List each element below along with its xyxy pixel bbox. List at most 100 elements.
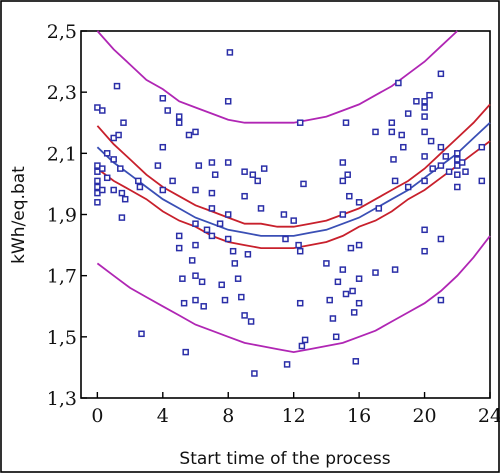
data-point (159, 143, 167, 151)
data-point (332, 333, 340, 341)
data-point (454, 183, 461, 191)
data-point (355, 275, 363, 282)
data-point (437, 235, 445, 243)
x-axis-label: Start time of the process (179, 449, 390, 469)
data-point (224, 235, 232, 243)
data-point (136, 183, 144, 191)
data-point (234, 275, 242, 282)
data-point (400, 143, 407, 151)
data-point (94, 199, 101, 206)
data-point (478, 143, 486, 151)
data-point (192, 220, 199, 227)
data-point (329, 315, 337, 322)
data-point (192, 128, 199, 136)
data-point (117, 165, 124, 172)
data-point (208, 205, 216, 212)
data-point (355, 241, 363, 249)
y-tick-label: 2,1 (47, 143, 77, 165)
data-point (260, 165, 268, 172)
x-tick-label: 8 (222, 405, 234, 427)
data-point (458, 159, 466, 166)
data-point (182, 348, 189, 356)
data-point (442, 153, 450, 160)
data-point (221, 296, 229, 304)
data-point (203, 226, 211, 234)
data-point (238, 293, 245, 301)
data-point (404, 183, 412, 191)
data-point (372, 269, 379, 276)
data-point (180, 299, 188, 307)
data-point (295, 241, 302, 249)
y-axis: 1,3 1,5 1,7 1,9 2,1 2,3 2,5 (47, 21, 87, 410)
data-point (200, 303, 207, 310)
data-point (231, 260, 239, 267)
data-point (169, 177, 176, 185)
data-point (391, 177, 399, 185)
data-point (301, 336, 309, 344)
data-point (339, 159, 347, 166)
data-point (99, 165, 106, 172)
data-point (372, 128, 379, 136)
data-point (421, 128, 428, 136)
data-point (437, 70, 445, 78)
data-point (334, 278, 342, 286)
data-point (355, 199, 363, 206)
data-point (175, 244, 183, 252)
data-point (198, 278, 206, 286)
data-point (224, 211, 232, 218)
data-point (454, 171, 461, 178)
y-tick-label: 1,5 (47, 327, 77, 349)
data-point (241, 168, 248, 175)
data-point (110, 186, 117, 194)
x-tick-label: 0 (91, 405, 103, 427)
data-point (179, 275, 186, 282)
data-point (113, 82, 121, 90)
data-point (454, 150, 461, 157)
y-tick-label: 2,5 (47, 21, 77, 43)
data-point (290, 217, 297, 224)
data-point (175, 232, 183, 240)
data-point (421, 104, 428, 111)
observation-points (94, 49, 486, 377)
data-point (247, 318, 255, 325)
data-point (437, 296, 445, 304)
data-point (229, 247, 237, 255)
data-point (164, 107, 171, 114)
data-point (192, 186, 199, 194)
data-point (462, 168, 469, 175)
data-point (280, 211, 288, 218)
y-tick-label: 1,9 (47, 205, 77, 227)
data-point (355, 299, 363, 307)
data-point (426, 91, 433, 99)
data-point (282, 235, 289, 243)
y-axis-label: kWh/eq.bat (9, 166, 29, 264)
data-point (342, 119, 350, 126)
data-point (339, 177, 347, 185)
data-point (404, 110, 412, 117)
data-point (192, 272, 199, 279)
y-tick-label: 1,7 (47, 266, 77, 288)
data-point (427, 137, 435, 145)
data-point (241, 192, 248, 200)
data-point (211, 171, 219, 178)
y-tick-label: 2,3 (47, 82, 77, 104)
data-point (195, 162, 203, 169)
data-point (437, 143, 445, 151)
fit-lines (96, 30, 491, 354)
data-point (388, 128, 396, 136)
data-point (478, 177, 486, 185)
data-point (437, 162, 445, 169)
data-point (257, 205, 265, 212)
prediction-upper-line (96, 30, 458, 124)
y-tick-label: 1,3 (47, 388, 77, 410)
data-point (241, 312, 248, 319)
data-point (208, 232, 216, 240)
data-point (391, 266, 399, 273)
data-point (445, 168, 453, 175)
data-point (421, 247, 428, 255)
data-point (226, 49, 234, 56)
data-point (115, 131, 122, 139)
data-point (390, 156, 397, 163)
data-point (326, 296, 333, 304)
